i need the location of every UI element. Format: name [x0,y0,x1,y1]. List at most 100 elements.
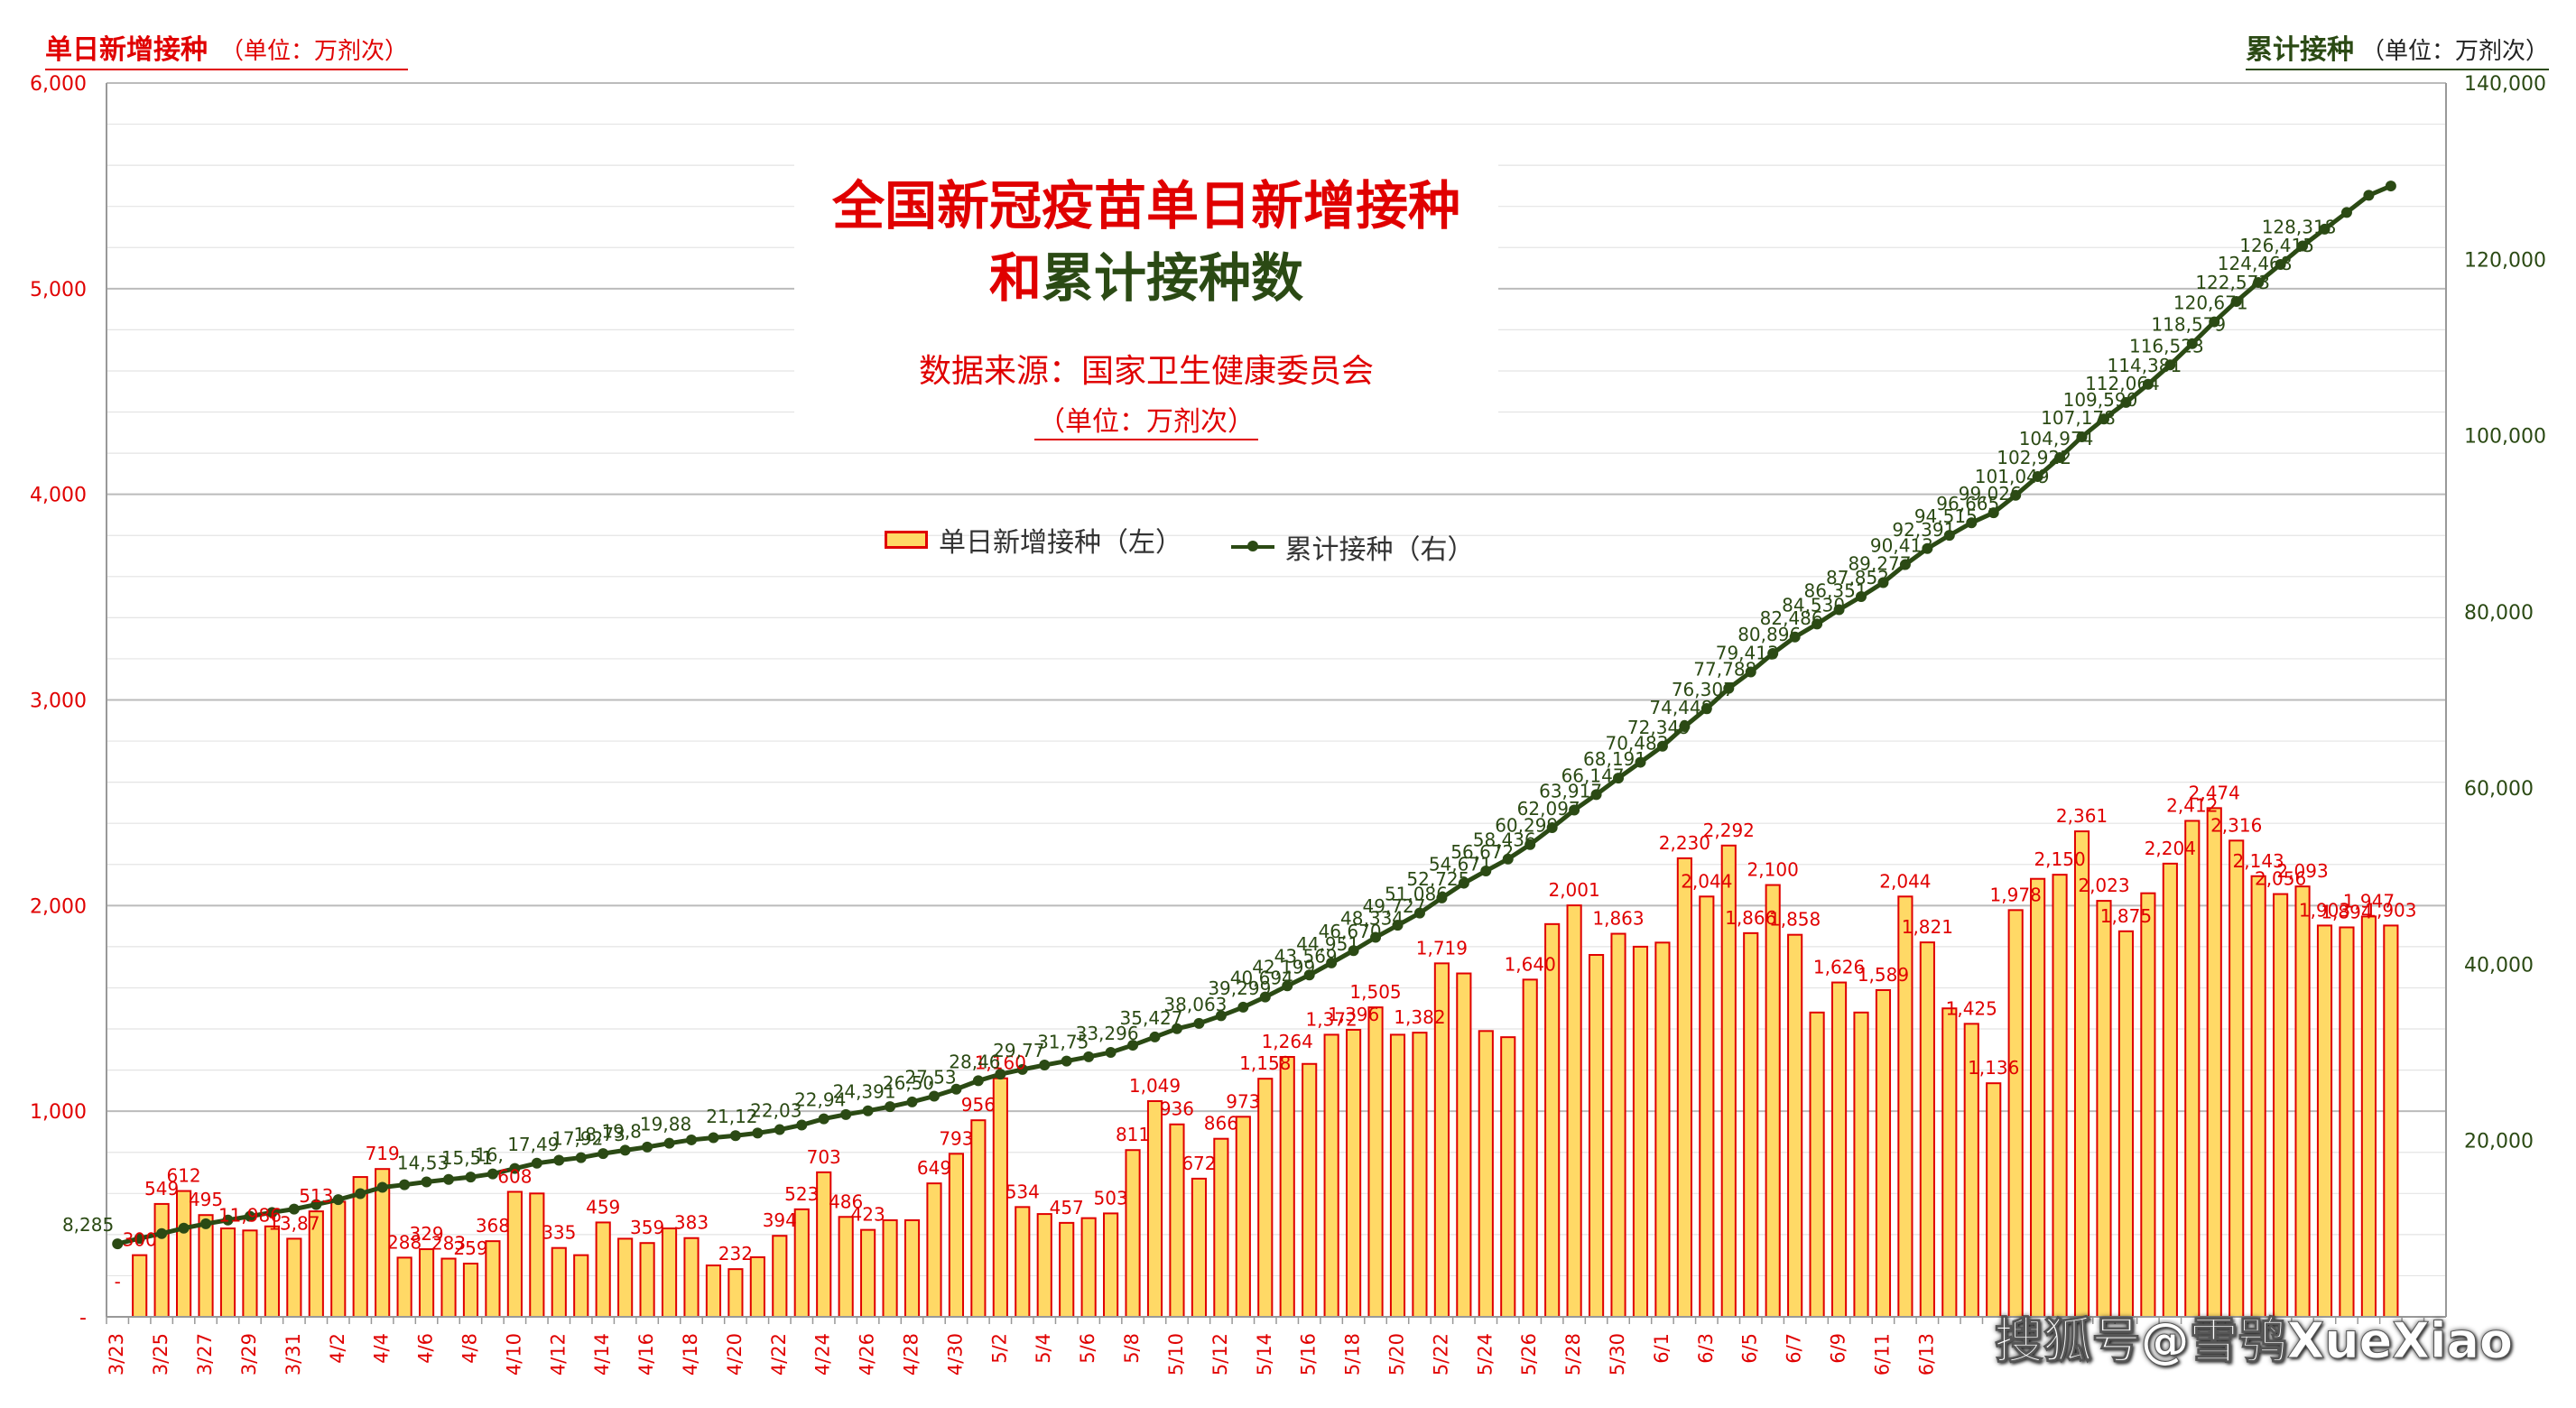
x-tick-label: 5/26 [1518,1333,1540,1376]
line-data-label: 26,50 [883,1072,934,1094]
bar-data-label: 459 [586,1196,620,1218]
bar [1500,1036,1516,1318]
bar [2250,875,2266,1318]
x-tick-label: 5/18 [1342,1333,1364,1376]
bar [242,1229,258,1319]
bar-data-label: 335 [542,1222,576,1244]
bar [1676,857,1692,1318]
line-point [1392,920,1404,931]
bar [639,1242,655,1319]
bar-data-label: 549 [144,1178,179,1200]
bar [683,1237,700,1319]
line-point [178,1222,190,1234]
bar [1015,1206,1031,1319]
bar [903,1218,921,1318]
chart-title-box: 全国新冠疫苗单日新增接种 和累计接种数 数据来源：国家卫生健康委员会 （单位：万… [794,162,1498,449]
line-data-label: 118,579 [2151,314,2226,336]
bar-data-label: 2,044 [1681,870,1732,892]
bar-data-label: 2,143 [2233,850,2284,872]
line-data-label: 82,486 [1760,607,1823,629]
x-tick-label: 3/23 [106,1333,127,1376]
x-tick-label: 4/8 [459,1333,480,1364]
bar [485,1240,501,1319]
line-data-label: 99,026 [1959,483,2022,505]
left-axis-title: 单日新增接种 [45,34,208,66]
line-data-label: 76,307 [1672,679,1735,700]
line-data-label: 43,569 [1274,945,1338,967]
bar [1853,1011,1869,1318]
bar-data-label: 2,230 [1659,832,1710,854]
line-point [2120,396,2132,408]
bar-data-label: 288 [387,1231,422,1253]
legend: 单日新增接种（左） 累计接种（右） [885,520,1515,567]
line-data-label: 28,46 [949,1051,1000,1072]
line-point [1723,682,1735,694]
line-data-label: 126,415 [2239,235,2314,256]
line-data-label: 68,191 [1583,748,1646,770]
data-source: 数据来源：国家卫生健康委员会 [918,353,1374,390]
line-data-label: 90,413 [1870,535,1933,557]
line-data-label: 16, [475,1144,504,1166]
x-tick-label: 3/25 [150,1333,171,1376]
bar-data-label: 503 [1094,1187,1128,1209]
x-tick-label: 6/11 [1871,1333,1893,1376]
bar [1125,1149,1141,1318]
bar [1919,941,1935,1318]
line-data-label: 60,299 [1495,815,1558,837]
bar [1544,922,1561,1318]
bar [198,1214,214,1319]
bar-data-label: 866 [1204,1113,1238,1135]
line-data-label: 102,922 [1997,447,2071,468]
line-point [2164,359,2176,371]
line-point [1524,838,1536,850]
bar [2383,924,2399,1319]
right-tick-label: 120,000 [2464,249,2546,272]
bar-data-label: 811 [1116,1124,1150,1145]
x-tick-label: 4/4 [371,1333,393,1364]
legend-item-line: 累计接种（右） [1230,527,1475,567]
line-point [509,1163,521,1174]
bar-data-label: 2,044 [1879,870,1931,892]
line-point [465,1172,477,1183]
bar [727,1268,744,1319]
line-point [1193,1017,1205,1029]
bar [506,1190,523,1318]
bar [2117,930,2135,1318]
line-point [1656,740,1668,752]
x-tick-label: 6/13 [1915,1333,1937,1376]
bar-data-label: 936 [1160,1098,1194,1120]
line-data-label: 109,590 [2063,389,2138,411]
chart-title-line2-b: 累计接种数 [1042,247,1304,309]
bar [2360,915,2377,1318]
left-tick-label: 1,000 [30,1101,87,1124]
bar [882,1218,898,1318]
line-data-label: 80,896 [1737,624,1801,645]
bar [1566,904,1582,1319]
line-data-label: 40,694 [1230,968,1293,989]
line-point [1502,853,1514,865]
bar [860,1228,876,1318]
bar [2229,839,2245,1318]
bar-data-label: 1,160 [975,1052,1026,1074]
bar-data-label: 608 [497,1165,532,1187]
line-data-label: 89,277 [1848,553,1911,575]
bar [1765,884,1781,1318]
left-tick-label: 3,000 [30,690,87,713]
line-point [2186,338,2198,349]
line-point [2054,452,2066,464]
line-point [1259,991,1271,1003]
chart-title-line2-a: 和 [988,247,1042,309]
bar-data-label: 1,863 [1592,908,1644,930]
line-data-label: 46,670 [1319,921,1382,942]
bar [1346,1028,1362,1319]
bar [1257,1078,1274,1318]
x-tick-label: 5/20 [1385,1333,1407,1376]
bar [153,1202,170,1319]
bar [2030,877,2046,1319]
bar [1323,1033,1339,1319]
watermark: 搜狐号@雪鸮XueXiao [1994,1312,2513,1370]
x-tick-label: 5/10 [1165,1333,1187,1376]
line-point [1083,1051,1095,1062]
x-tick-label: 4/10 [503,1333,524,1376]
